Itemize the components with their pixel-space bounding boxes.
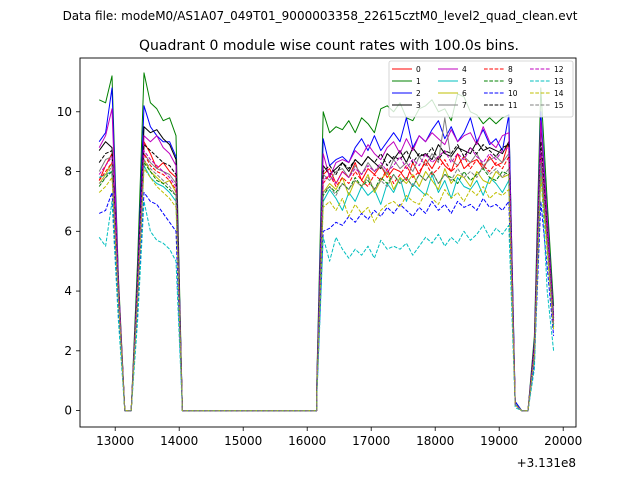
- legend-label-2: 2: [416, 89, 421, 98]
- y-tick-label: 10: [57, 105, 72, 119]
- legend-label-9: 9: [508, 77, 513, 86]
- legend-frame: [388, 60, 574, 118]
- series-line-12: [98, 147, 555, 412]
- x-tick-label: 14000: [160, 434, 198, 448]
- legend-label-11: 11: [508, 101, 518, 110]
- x-axis: 13000 14000 15000 16000 17000 18000 19000 20000: [96, 427, 582, 448]
- x-tick-label: 17000: [352, 434, 390, 448]
- series-line-11: [98, 141, 555, 412]
- y-tick-label: 6: [64, 224, 72, 238]
- x-offset-label: +3.131e8: [517, 456, 576, 470]
- y-axis: 0 2 4 6 8 10: [57, 105, 80, 418]
- figure-suptitle: Data file: modeM0/AS1A07_049T01_90000033…: [63, 9, 578, 23]
- legend-label-12: 12: [554, 65, 564, 74]
- legend-label-15: 15: [554, 101, 564, 110]
- series-line-9: [98, 162, 555, 412]
- y-tick-label: 8: [64, 165, 72, 179]
- legend-label-0: 0: [416, 65, 421, 74]
- legend-label-1: 1: [416, 77, 421, 86]
- legend-label-10: 10: [508, 89, 518, 98]
- y-tick-label: 0: [64, 404, 72, 418]
- legend-label-14: 14: [554, 89, 564, 98]
- x-tick-label: 16000: [288, 434, 326, 448]
- series-line-13: [98, 165, 555, 412]
- chart-title: Quadrant 0 module wise count rates with …: [139, 38, 519, 54]
- x-tick-label: 13000: [96, 434, 134, 448]
- legend-label-8: 8: [508, 65, 513, 74]
- x-tick-label: 18000: [416, 434, 454, 448]
- legend-label-4: 4: [462, 65, 467, 74]
- y-tick-label: 2: [64, 344, 72, 358]
- legend-label-7: 7: [462, 101, 467, 110]
- legend-label-6: 6: [462, 89, 467, 98]
- x-tick-label: 20000: [544, 434, 582, 448]
- plot-lines: [98, 72, 555, 412]
- x-tick-label: 15000: [224, 434, 262, 448]
- series-line-10: [98, 192, 555, 412]
- legend-label-5: 5: [462, 77, 467, 86]
- series-line-4: [98, 108, 555, 412]
- legend-label-3: 3: [416, 101, 421, 110]
- x-tick-label: 19000: [480, 434, 518, 448]
- legend-label-13: 13: [554, 77, 564, 86]
- y-tick-label: 4: [64, 284, 72, 298]
- axes-frame: [79, 57, 577, 428]
- series-line-15: [98, 159, 555, 412]
